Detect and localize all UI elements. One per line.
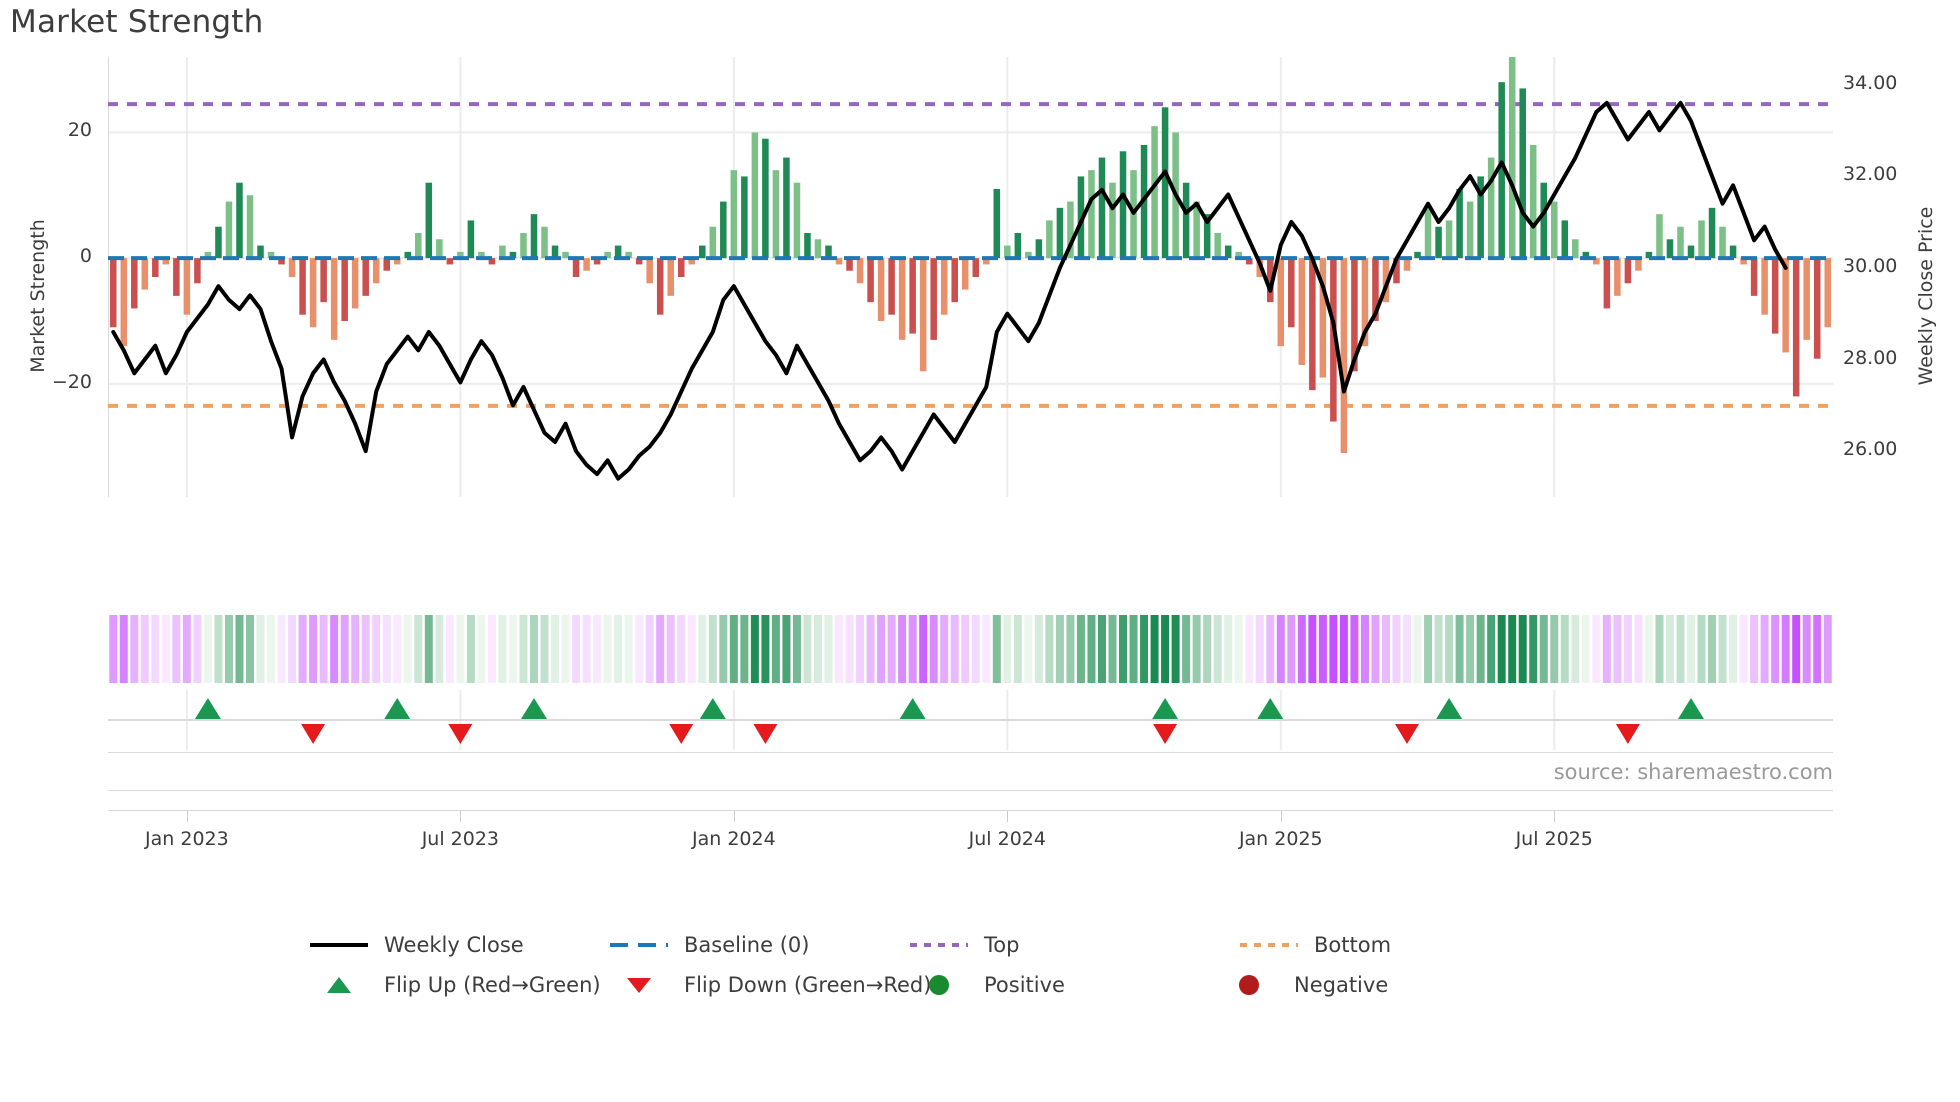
source-row: source: sharemaestro.com <box>108 752 1833 810</box>
circle-icon <box>1239 975 1259 995</box>
y-tick-right: 32.00 <box>1843 163 1898 186</box>
x-tick: Jan 2025 <box>1238 828 1323 850</box>
legend-label: Negative <box>1294 973 1389 997</box>
legend-row-1: Weekly Close Baseline (0) Top Bottom <box>108 925 1868 965</box>
legend-item[interactable]: Baseline (0) <box>608 933 809 957</box>
legend-swatch <box>608 975 670 995</box>
legend-label: Top <box>984 933 1020 957</box>
dotted-line-icon <box>910 943 968 947</box>
y-tick-right: 28.00 <box>1843 346 1898 369</box>
y-tick-right: 34.00 <box>1843 71 1898 94</box>
source-attribution: source: sharemaestro.com <box>1553 760 1833 784</box>
main-plot-area <box>108 57 1833 497</box>
x-tick-mark <box>1280 810 1282 822</box>
legend-label: Bottom <box>1314 933 1392 957</box>
legend-item[interactable]: Flip Up (Red→Green) <box>308 973 601 997</box>
triangle-down-icon <box>627 978 651 993</box>
dashed-line-icon <box>610 943 668 947</box>
dotted-line-icon <box>1240 943 1298 947</box>
y-tick-right: 30.00 <box>1843 254 1898 277</box>
page-title: Market Strength <box>10 4 264 40</box>
legend-item[interactable]: Positive <box>908 973 1065 997</box>
strength-heatmap-strip <box>108 613 1833 685</box>
y-tick-left: −20 <box>51 370 92 393</box>
x-tick: Jan 2024 <box>691 828 776 850</box>
chart-legend: Weekly Close Baseline (0) Top Bottom Flip U… <box>108 925 1868 1005</box>
triangle-up-icon <box>327 977 351 993</box>
legend-item[interactable]: Weekly Close <box>308 933 524 957</box>
legend-item[interactable]: Bottom <box>1238 933 1391 957</box>
legend-label: Baseline (0) <box>684 933 810 957</box>
x-tick-mark <box>733 810 735 822</box>
legend-swatch <box>308 975 370 995</box>
legend-row-2: Flip Up (Red→Green) Flip Down (Green→Red)… <box>108 965 1868 1005</box>
x-tick: Jul 2024 <box>968 828 1046 850</box>
legend-swatch <box>1238 935 1300 955</box>
x-tick-mark <box>1554 810 1556 822</box>
y-tick-right: 26.00 <box>1843 438 1898 461</box>
x-tick-mark <box>1007 810 1009 822</box>
y-axis-label-left: Market Strength <box>27 219 49 373</box>
market-strength-plot <box>108 57 1833 497</box>
legend-label: Weekly Close <box>384 933 524 957</box>
y-tick-left: 0 <box>79 245 92 268</box>
flip-marker-row <box>108 690 1833 750</box>
legend-item[interactable]: Flip Down (Green→Red) <box>608 973 931 997</box>
flip-markers-svg <box>108 690 1833 750</box>
legend-label: Positive <box>984 973 1065 997</box>
legend-label: Flip Down (Green→Red) <box>684 973 932 997</box>
x-tick-mark <box>186 810 188 822</box>
line-icon <box>310 943 368 947</box>
x-tick: Jul 2023 <box>421 828 500 850</box>
y-axis-label-right: Weekly Close Price <box>1915 206 1937 386</box>
legend-label: Flip Up (Red→Green) <box>384 973 601 997</box>
legend-item[interactable]: Top <box>908 933 1019 957</box>
x-tick: Jul 2025 <box>1515 828 1593 850</box>
legend-swatch <box>908 975 970 995</box>
x-axis-line <box>108 810 1833 811</box>
legend-swatch <box>608 935 670 955</box>
circle-icon <box>929 975 949 995</box>
x-tick: Jan 2023 <box>145 828 229 850</box>
heatmap-strip-svg <box>109 615 1832 683</box>
y-tick-left: 20 <box>67 119 92 142</box>
legend-swatch <box>1218 975 1280 995</box>
legend-swatch <box>308 935 370 955</box>
x-tick-mark <box>460 810 462 822</box>
legend-item[interactable]: Negative <box>1218 973 1388 997</box>
legend-swatch <box>908 935 970 955</box>
